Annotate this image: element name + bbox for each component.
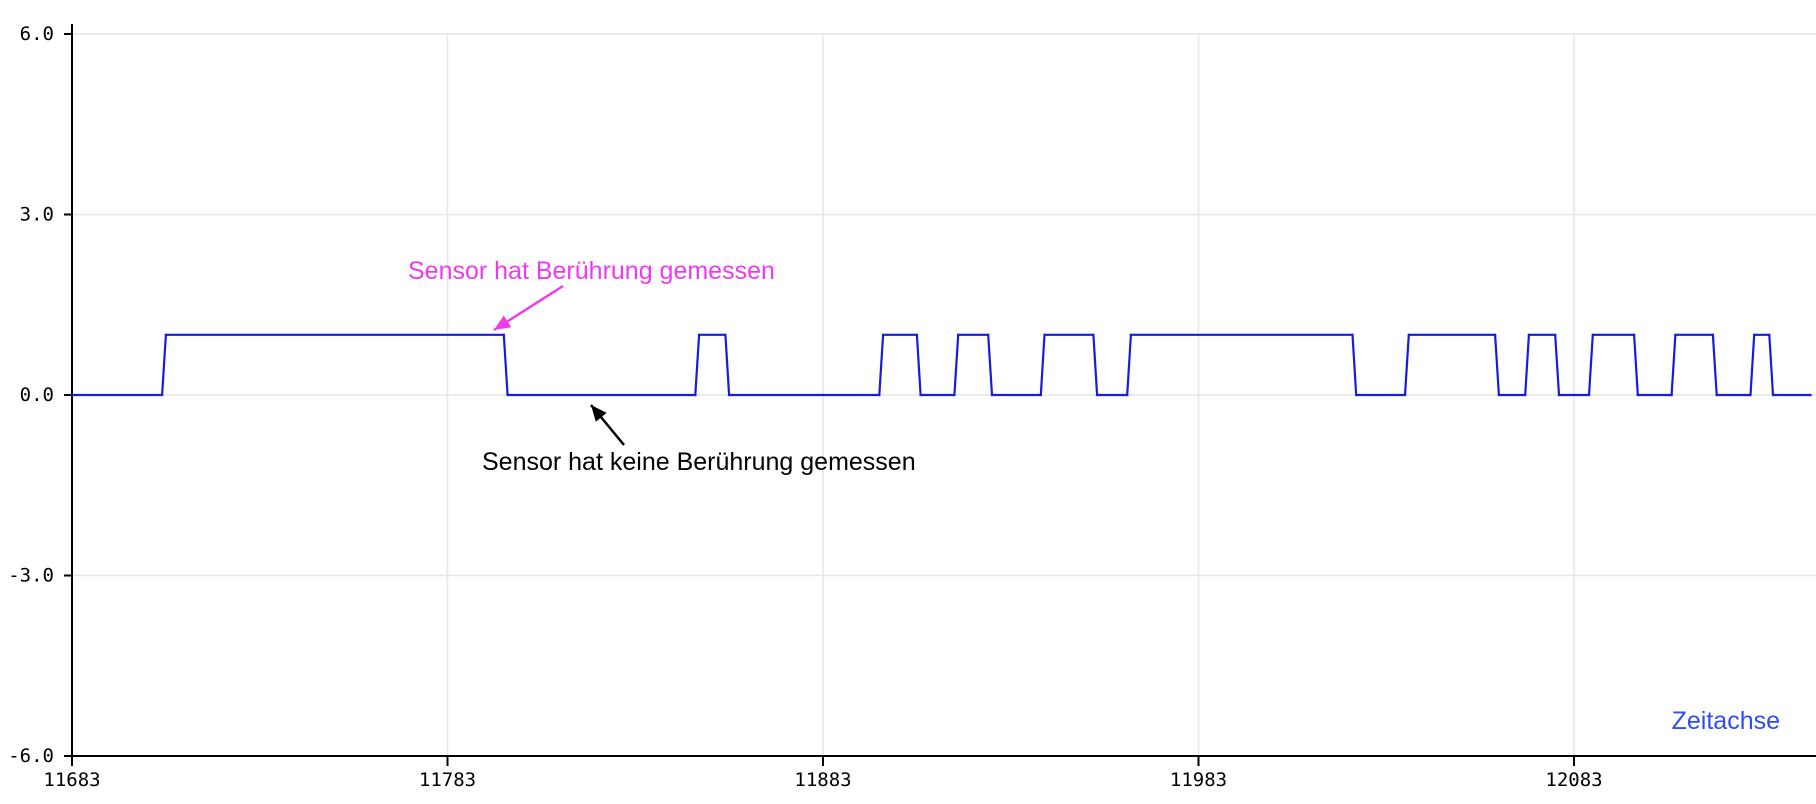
data-point <box>1092 333 1095 337</box>
annotations-layer: Sensor hat Berührung gemessen Sensor hat … <box>408 257 1780 735</box>
data-point <box>915 333 919 337</box>
data-point <box>724 333 727 337</box>
x-axis-label: Zeitachse <box>1672 707 1780 735</box>
data-point <box>1095 393 1099 397</box>
series-layer <box>70 333 1812 397</box>
y-tick-label: 6.0 <box>20 23 54 45</box>
annotation-no-touch: Sensor hat keine Berührung gemessen <box>482 448 916 476</box>
data-point <box>727 393 731 397</box>
data-point <box>1493 333 1497 337</box>
x-tick-label: 12083 <box>1545 769 1602 791</box>
data-point <box>1125 393 1129 397</box>
data-point <box>1771 393 1775 397</box>
data-point <box>1632 333 1636 337</box>
x-tick-label: 11983 <box>1170 769 1227 791</box>
touch-arrow-head <box>494 315 512 330</box>
y-tick-label: -3.0 <box>8 565 54 587</box>
data-point <box>1768 333 1771 337</box>
no-touch-arrow-head <box>591 405 607 422</box>
data-point <box>1674 333 1677 337</box>
data-point <box>987 333 990 337</box>
data-point <box>1403 393 1407 397</box>
data-point <box>1129 333 1133 337</box>
series-line <box>72 333 1811 397</box>
data-point <box>506 393 509 397</box>
y-tick-label: -6.0 <box>8 745 54 767</box>
data-point <box>1711 333 1715 337</box>
touch-arrow <box>493 284 564 332</box>
data-point <box>160 393 164 397</box>
data-point <box>1715 393 1718 397</box>
data-point <box>956 333 960 337</box>
data-point <box>1591 333 1594 337</box>
data-point <box>1809 393 1812 397</box>
data-point <box>502 333 506 337</box>
data-point <box>1670 393 1673 397</box>
data-point <box>881 333 885 337</box>
data-point <box>1636 393 1640 397</box>
y-tick-label: 3.0 <box>20 204 54 226</box>
data-point <box>697 333 701 337</box>
y-tick-label: 0.0 <box>20 384 54 406</box>
data-point <box>953 393 956 397</box>
data-point <box>1407 333 1410 337</box>
x-tick-label: 11783 <box>419 769 476 791</box>
no-touch-arrow <box>590 404 625 446</box>
data-point <box>694 393 697 397</box>
data-point <box>878 393 881 397</box>
data-point <box>164 333 168 337</box>
data-point <box>1749 393 1752 397</box>
data-point <box>1557 393 1561 397</box>
data-point <box>919 393 922 397</box>
data-point <box>1039 393 1042 397</box>
data-point <box>1527 333 1531 337</box>
data-point <box>1043 333 1046 337</box>
data-point <box>70 393 74 397</box>
data-point <box>1753 333 1756 337</box>
x-tick-label: 11683 <box>43 769 100 791</box>
data-point <box>1355 393 1358 397</box>
data-point <box>990 393 994 397</box>
data-point <box>1351 333 1354 337</box>
x-tick-label: 11883 <box>794 769 851 791</box>
data-point <box>1523 393 1527 397</box>
data-point <box>1554 333 1557 337</box>
axes <box>71 24 1816 757</box>
data-point <box>1497 393 1501 397</box>
annotation-touch: Sensor hat Berührung gemessen <box>408 257 775 285</box>
data-point <box>1587 393 1591 397</box>
